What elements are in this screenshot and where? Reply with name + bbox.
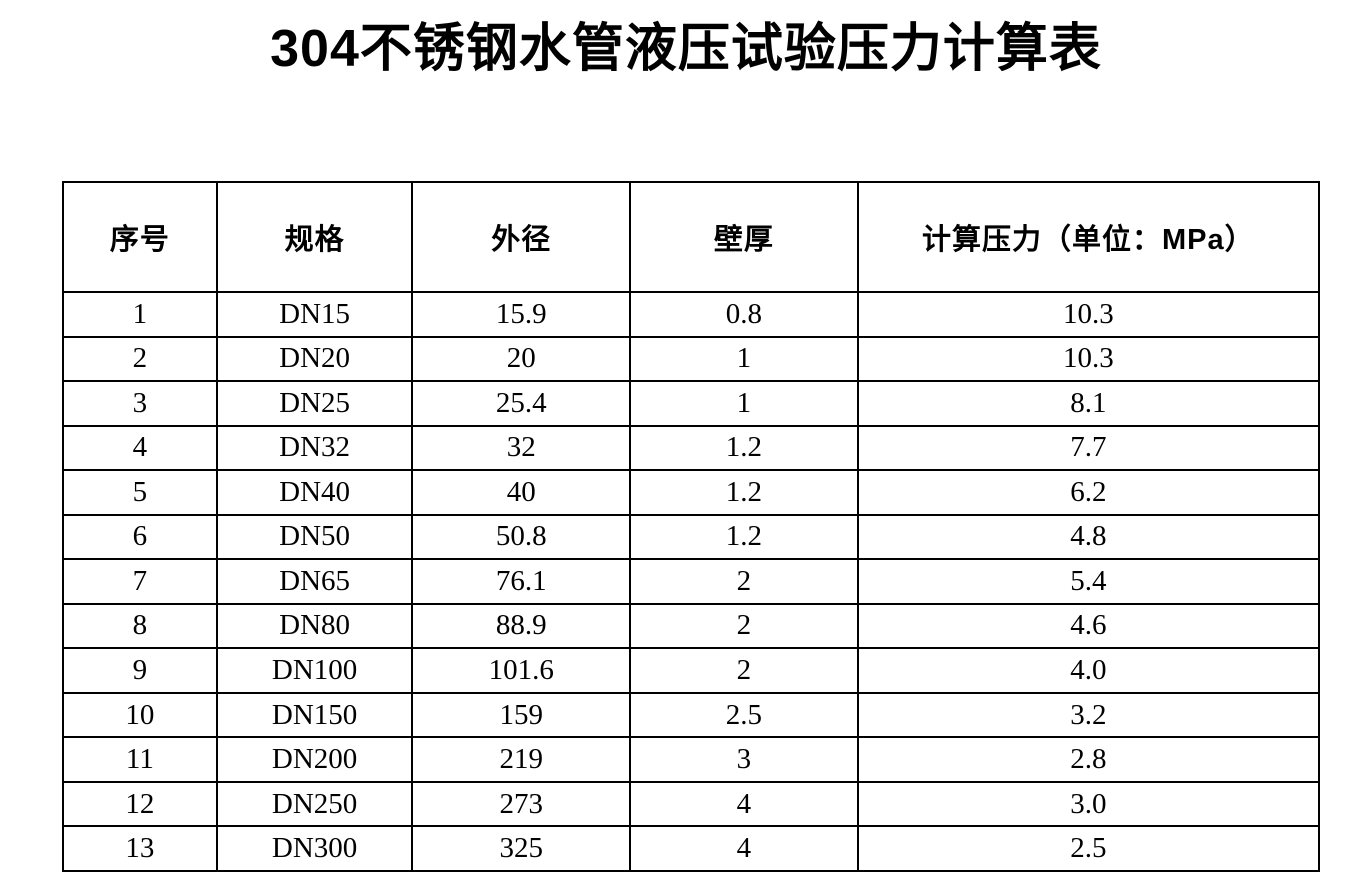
table-header-row: 序号 规格 外径 壁厚 计算压力（单位：MPa）: [62, 181, 1321, 293]
table-cell: 4: [62, 424, 218, 472]
pressure-table-container: 序号 规格 外径 壁厚 计算压力（单位：MPa） 1 DN15 15.9 0.8 10.3 2 DN…: [62, 181, 1321, 872]
page-title: 304不锈钢水管液压试验压力计算表: [270, 20, 1102, 78]
table-cell: 88.9: [411, 602, 632, 650]
table-cell: 273: [411, 780, 632, 828]
table-cell: 10.3: [856, 291, 1321, 338]
column-header: 序号: [62, 181, 218, 293]
table-cell: 2: [629, 647, 859, 694]
table-cell: DN65: [215, 558, 414, 605]
table-cell: 3.2: [856, 691, 1321, 739]
table-cell: 1.2: [629, 424, 859, 472]
table-cell: DN300: [215, 825, 414, 872]
column-header: 计算压力（单位：MPa）: [856, 181, 1321, 293]
table-row: 13 DN300 325 4 2.5: [62, 825, 1321, 872]
table-cell: 2: [62, 335, 218, 383]
table-cell: 20: [411, 335, 632, 383]
table-cell: 4.0: [856, 647, 1321, 694]
table-body: 1 DN15 15.9 0.8 10.3 2 DN20 20 1 10.3 3 DN25 25.4 1 8.…: [62, 291, 1321, 872]
table-cell: 7: [62, 558, 218, 605]
pressure-table: 序号 规格 外径 壁厚 计算压力（单位：MPa） 1 DN15 15.9 0.8 10.3 2 DN…: [62, 181, 1321, 872]
table-cell: 2: [629, 602, 859, 650]
table-cell: DN15: [215, 291, 414, 338]
table-cell: 159: [411, 691, 632, 739]
table-cell: 6: [62, 513, 218, 561]
table-row: 1 DN15 15.9 0.8 10.3: [62, 291, 1321, 338]
table-cell: 5: [62, 469, 218, 516]
table-cell: 7.7: [856, 424, 1321, 472]
table-row: 7 DN65 76.1 2 5.4: [62, 558, 1321, 605]
table-cell: DN200: [215, 736, 414, 783]
table-row: 9 DN100 101.6 2 4.0: [62, 647, 1321, 694]
table-cell: DN250: [215, 780, 414, 828]
table-cell: 9: [62, 647, 218, 694]
table-cell: 5.4: [856, 558, 1321, 605]
table-cell: 25.4: [411, 380, 632, 427]
table-cell: DN150: [215, 691, 414, 739]
table-cell: 219: [411, 736, 632, 783]
table-cell: 10.3: [856, 335, 1321, 383]
table-cell: 32: [411, 424, 632, 472]
table-row: 5 DN40 40 1.2 6.2: [62, 469, 1321, 516]
table-row: 3 DN25 25.4 1 8.1: [62, 380, 1321, 427]
table-cell: 13: [62, 825, 218, 872]
table-cell: 2.5: [629, 691, 859, 739]
table-cell: 15.9: [411, 291, 632, 338]
table-cell: 40: [411, 469, 632, 516]
table-cell: DN25: [215, 380, 414, 427]
table-cell: 8.1: [856, 380, 1321, 427]
table-cell: 1.2: [629, 513, 859, 561]
table-cell: 2.5: [856, 825, 1321, 872]
table-cell: DN50: [215, 513, 414, 561]
column-header: 规格: [215, 181, 414, 293]
table-header: 序号 规格 外径 壁厚 计算压力（单位：MPa）: [62, 181, 1321, 293]
table-cell: 4: [629, 825, 859, 872]
table-cell: 4.6: [856, 602, 1321, 650]
table-cell: 8: [62, 602, 218, 650]
table-cell: 1: [62, 291, 218, 338]
table-cell: DN80: [215, 602, 414, 650]
column-header: 外径: [411, 181, 632, 293]
table-row: 10 DN150 159 2.5 3.2: [62, 691, 1321, 739]
table-cell: 11: [62, 736, 218, 783]
table-cell: 2: [629, 558, 859, 605]
table-row: 6 DN50 50.8 1.2 4.8: [62, 513, 1321, 561]
table-cell: 325: [411, 825, 632, 872]
table-cell: DN20: [215, 335, 414, 383]
table-cell: 3: [629, 736, 859, 783]
table-cell: 6.2: [856, 469, 1321, 516]
table-cell: 1: [629, 335, 859, 383]
table-row: 11 DN200 219 3 2.8: [62, 736, 1321, 783]
table-cell: 101.6: [411, 647, 632, 694]
table-row: 2 DN20 20 1 10.3: [62, 335, 1321, 383]
table-cell: 12: [62, 780, 218, 828]
table-cell: 0.8: [629, 291, 859, 338]
table-cell: 50.8: [411, 513, 632, 561]
table-row: 8 DN80 88.9 2 4.6: [62, 602, 1321, 650]
table-row: 4 DN32 32 1.2 7.7: [62, 424, 1321, 472]
table-cell: 2.8: [856, 736, 1321, 783]
table-row: 12 DN250 273 4 3.0: [62, 780, 1321, 828]
table-cell: 1: [629, 380, 859, 427]
table-cell: 4.8: [856, 513, 1321, 561]
table-cell: 4: [629, 780, 859, 828]
column-header: 壁厚: [629, 181, 859, 293]
table-cell: DN40: [215, 469, 414, 516]
table-cell: 3: [62, 380, 218, 427]
table-cell: 3.0: [856, 780, 1321, 828]
table-cell: DN32: [215, 424, 414, 472]
table-cell: 10: [62, 691, 218, 739]
table-cell: 76.1: [411, 558, 632, 605]
table-cell: 1.2: [629, 469, 859, 516]
table-cell: DN100: [215, 647, 414, 694]
